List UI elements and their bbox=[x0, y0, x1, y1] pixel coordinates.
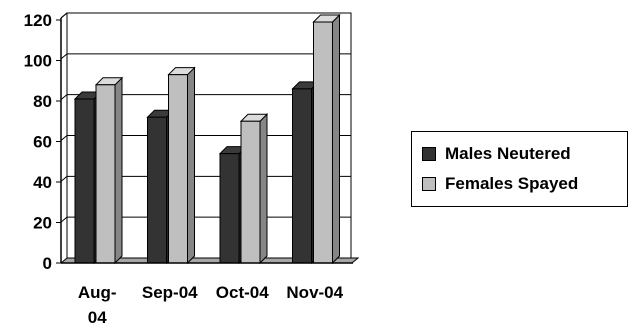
x-axis-tick-labels: Aug- 04 Sep-04 Oct-04 Nov-04 bbox=[78, 283, 344, 327]
legend-item-females-spayed: Females Spayed bbox=[422, 172, 578, 196]
side-gridline-2 bbox=[60, 175, 68, 182]
side-gridline-1 bbox=[60, 216, 68, 223]
legend-label-males-neutered: Males Neutered bbox=[445, 144, 571, 163]
side-gridline-4 bbox=[60, 94, 68, 101]
bar-0-3 bbox=[292, 88, 312, 264]
bar-0-0 bbox=[74, 98, 95, 264]
legend: Males Neutered Females Spayed bbox=[411, 131, 628, 207]
y-tick-label-6: 120 bbox=[24, 11, 52, 30]
bar-0-1 bbox=[147, 116, 167, 264]
bar-side-1-1 bbox=[187, 66, 195, 265]
y-tick-label-5: 100 bbox=[24, 52, 52, 71]
bar-side-1-0 bbox=[114, 76, 123, 265]
x-tick-label-0-0: Aug- bbox=[78, 283, 117, 302]
legend-swatch-males-neutered bbox=[422, 147, 436, 161]
y-tick-label-3: 60 bbox=[33, 133, 52, 152]
y-axis-tick-labels: 0 20 40 60 80 100 120 bbox=[24, 11, 61, 273]
y-tick-label-4: 80 bbox=[33, 92, 52, 111]
bar-1-3 bbox=[313, 21, 333, 264]
side-gridline-5 bbox=[60, 53, 68, 60]
x-tick-label-3-0: Nov-04 bbox=[286, 283, 343, 302]
bar-1-0 bbox=[95, 84, 116, 264]
y-tick-label-1: 20 bbox=[33, 214, 52, 233]
x-tick-label-1-0: Sep-04 bbox=[142, 283, 198, 302]
x-tick-label-0-1: 04 bbox=[88, 308, 107, 327]
side-gridline-3 bbox=[60, 135, 68, 141]
bar-1-2 bbox=[240, 120, 261, 264]
bar-side-1-2 bbox=[259, 113, 268, 265]
y-tick-label-0: 0 bbox=[43, 254, 52, 273]
bar-series bbox=[73, 13, 341, 265]
y-tick-label-2: 40 bbox=[33, 173, 52, 192]
x-tick-label-2-0: Oct-04 bbox=[216, 283, 269, 302]
legend-item-males-neutered: Males Neutered bbox=[422, 142, 571, 166]
bar-0-2 bbox=[219, 153, 240, 264]
legend-swatch-females-spayed bbox=[422, 177, 436, 191]
bar-1-1 bbox=[168, 74, 188, 264]
y-axis-top-edge bbox=[60, 12, 68, 19]
bar-side-1-3 bbox=[332, 13, 340, 265]
legend-label-females-spayed: Females Spayed bbox=[445, 174, 579, 193]
